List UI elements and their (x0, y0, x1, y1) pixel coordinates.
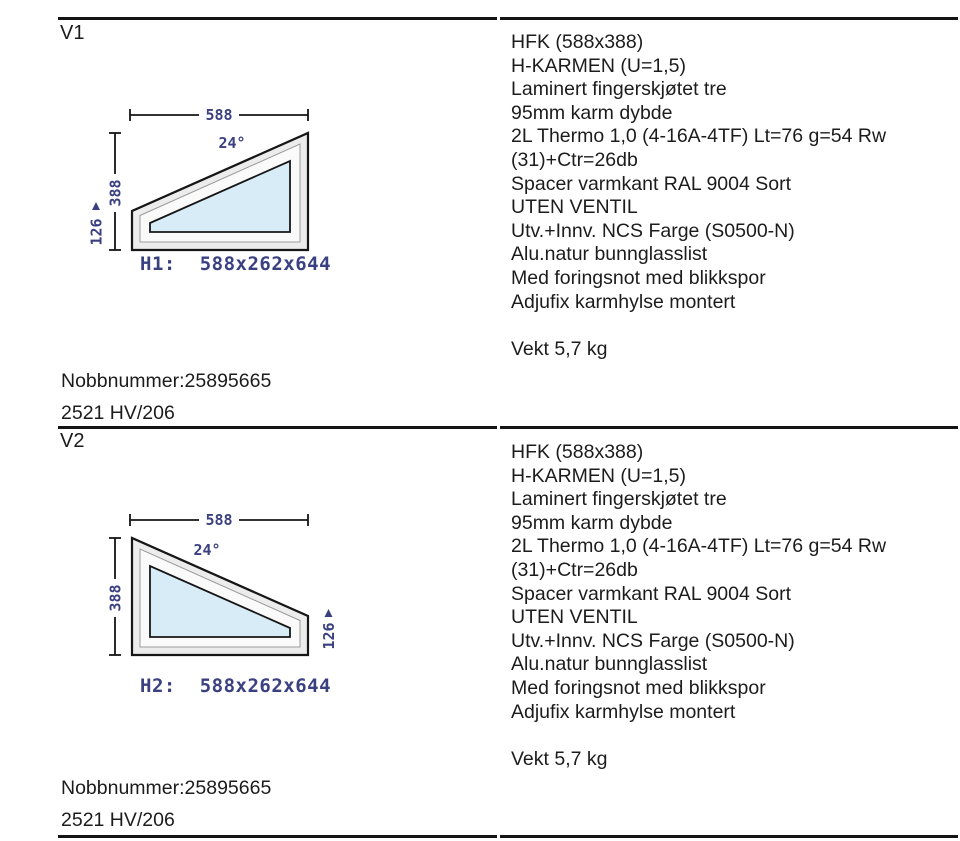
spec-line: 2L Thermo 1,0 (4-16A-4TF) Lt=76 g=54 Rw (511, 535, 887, 558)
nobb-number-v2: Nobbnummer:25895665 (61, 777, 272, 799)
spec-lines: HFK (588x388) H-KARMEN (U=1,5) Laminert fi… (511, 31, 956, 314)
spec-line: Laminert fingerskjøtet tre (511, 78, 727, 101)
dim-label-height: 388 (107, 179, 125, 206)
dim-label-width: 588 (205, 511, 232, 529)
top-rule-right (500, 17, 958, 20)
section-label-v1: V1 (60, 22, 85, 44)
spec-list-v1: HFK (588x388) H-KARMEN (U=1,5) Laminert fi… (511, 31, 956, 361)
spec-line: 95mm karm dybde (511, 511, 673, 534)
window-glass-v2 (149, 564, 291, 638)
dim-label-height: 388 (107, 584, 125, 611)
nobb-number-v1: Nobbnummer:25895665 (61, 370, 272, 392)
spec-line: Spacer varmkant RAL 9004 Sort (511, 172, 791, 195)
dim-label-width: 588 (205, 106, 232, 124)
spec-line: Utv.+Innv. NCS Farge (S0500-N) (511, 629, 795, 652)
spec-line: UTEN VENTIL (511, 196, 638, 219)
dim-label-angle: 24° (218, 134, 245, 152)
drawing-caption-v2: H2: 588x262x644 (140, 675, 331, 697)
drawing-caption-v1: H1: 588x262x644 (140, 253, 331, 275)
spec-line: Med foringsnot med blikkspor (511, 266, 766, 289)
spec-line: HFK (588x388) (511, 441, 644, 463)
window-drawing-v2: 588 24° 388 126 H2: 588x262x644 (107, 511, 339, 697)
up-arrow-icon (92, 202, 100, 210)
spec-line: H-KARMEN (U=1,5) (511, 464, 686, 487)
weight-label-v2: Vekt 5,7 kg (511, 747, 608, 770)
up-arrow-icon (324, 609, 333, 617)
spec-line: Adjufix karmhylse montert (511, 700, 736, 723)
spec-line: (31)+Ctr=26db (511, 558, 638, 581)
spec-list-v2: HFK (588x388) H-KARMEN (U=1,5) Laminert fi… (511, 441, 956, 771)
spec-line: H-KARMEN (U=1,5) (511, 54, 686, 77)
spec-line: HFK (588x388) (511, 31, 644, 53)
spec-line: Alu.natur bunnglasslist (511, 653, 708, 676)
dim-label-edge: 126 (88, 218, 106, 245)
product-code-v2: 2521 HV/206 (61, 809, 175, 831)
window-drawing-v1: 588 24° 388 126 H1: 588x262x644 (88, 106, 331, 275)
spec-line: UTEN VENTIL (511, 606, 638, 629)
spec-line: Spacer varmkant RAL 9004 Sort (511, 582, 791, 605)
spec-line: (31)+Ctr=26db (511, 148, 638, 171)
spec-line: Laminert fingerskjøtet tre (511, 488, 727, 511)
dim-label-angle: 24° (193, 541, 220, 559)
section-label-v2: V2 (60, 430, 85, 452)
spec-line: Med foringsnot med blikkspor (511, 676, 766, 699)
window-glass-v1 (149, 159, 291, 233)
spec-lines: HFK (588x388) H-KARMEN (U=1,5) Laminert fi… (511, 441, 956, 724)
spec-line: Adjufix karmhylse montert (511, 290, 736, 313)
weight-label-v1: Vekt 5,7 kg (511, 337, 608, 360)
dim-label-edge: 126 (320, 622, 338, 649)
product-code-v1: 2521 HV/206 (61, 402, 175, 424)
spec-line: Alu.natur bunnglasslist (511, 243, 708, 266)
bottom-rule-left (58, 835, 497, 838)
divider-rule-left (58, 426, 497, 429)
spec-line: 95mm karm dybde (511, 101, 673, 124)
spec-line: 2L Thermo 1,0 (4-16A-4TF) Lt=76 g=54 Rw (511, 125, 887, 148)
bottom-rule-right (500, 835, 958, 838)
spec-line: Utv.+Innv. NCS Farge (S0500-N) (511, 219, 795, 242)
top-rule-left (58, 17, 497, 20)
divider-rule-right (500, 426, 958, 429)
